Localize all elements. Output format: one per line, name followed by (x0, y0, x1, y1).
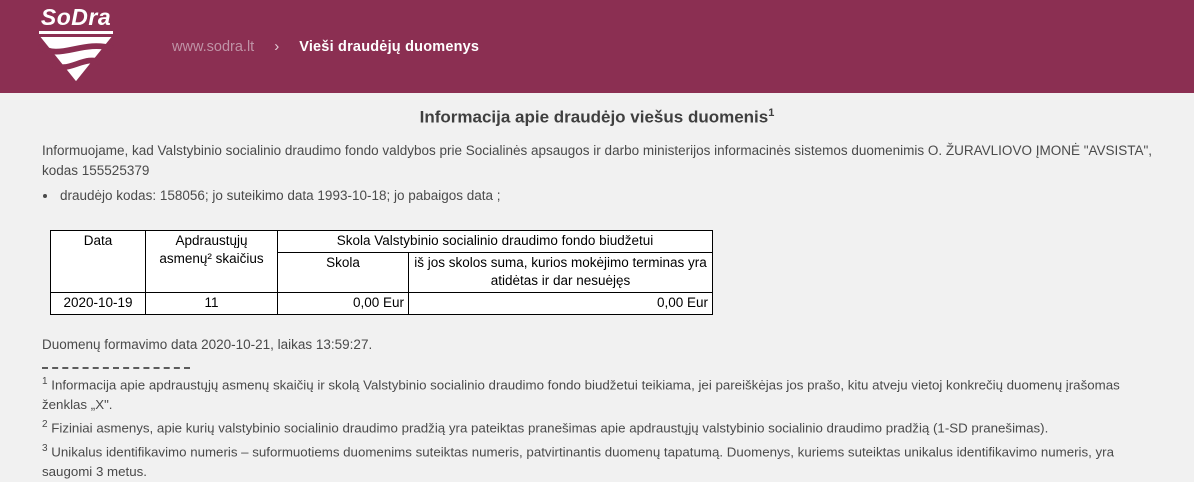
public-data-table: Data Apdraustųjų asmenų² skaičius Skola … (50, 229, 714, 315)
cell-date: 2020-10-19 (50, 291, 146, 315)
page-title: Informacija apie draudėjo viešus duomeni… (0, 107, 1194, 128)
col-header-deferred-debt: iš jos skolos suma, kurios mokėjimo term… (407, 251, 714, 293)
cell-deferred-debt: 0,00 Eur (407, 291, 714, 315)
footnote-3: 3 Unikalus identifikavimo numeris – sufo… (42, 439, 1164, 482)
cell-debt: 0,00 Eur (277, 291, 409, 315)
col-header-date: Data (50, 229, 146, 293)
footnote-1: 1 Informacija apie apdraustųjų asmenų sk… (42, 372, 1164, 415)
table-row: 2020-10-19 11 0,00 Eur 0,00 Eur (50, 291, 714, 315)
footnote-3-marker: 3 (42, 442, 48, 454)
sodra-logo[interactable]: SoDra (30, 5, 122, 88)
footnote-2: 2 Fiziniai asmenys, apie kurių valstybin… (42, 415, 1164, 438)
breadcrumb-current-page: Vieši draudėjų duomenys (299, 38, 480, 55)
cell-insured-count: 11 (145, 291, 278, 315)
breadcrumb: www.sodra.lt › Vieši draudėjų duomenys (172, 38, 479, 55)
footnote-2-text: Fiziniai asmenys, apie kurių valstybinio… (47, 420, 1049, 436)
insurer-code-item: draudėjo kodas: 158056; jo suteikimo dat… (58, 186, 1162, 206)
intro-paragraph: Informuojame, kad Valstybinio socialinio… (42, 142, 1153, 178)
breadcrumb-home-link[interactable]: www.sodra.lt (172, 38, 255, 55)
footnote-2-marker: 2 (42, 419, 48, 431)
formation-date-note: Duomenų formavimo data 2020-10-21, laika… (42, 336, 373, 352)
footnote-1-text: Informacija apie apdraustųjų asmenų skai… (42, 377, 1120, 413)
footnote-separator (42, 366, 190, 369)
col-header-debt-group: Skola Valstybinio socialinio draudimo fo… (276, 229, 714, 253)
site-header: SoDra www.sodra.lt › Vieši draudėjų duom… (0, 0, 1194, 93)
main-content: Informacija apie draudėjo viešus duomeni… (0, 107, 1194, 482)
insurer-details-list: draudėjo kodas: 158056; jo suteikimo dat… (42, 186, 1162, 206)
footnote-3-text: Unikalus identifikavimo numeris – suform… (42, 443, 1114, 479)
col-header-insured-count: Apdraustųjų asmenų² skaičius (145, 229, 278, 293)
breadcrumb-chevron-icon: › (274, 38, 280, 55)
footnotes: 1 Informacija apie apdraustųjų asmenų sk… (42, 372, 1164, 482)
sodra-triangle-icon (36, 36, 115, 88)
sodra-logo-text: SoDra (38, 5, 114, 34)
page-title-text: Informacija apie draudėjo viešus duomeni… (419, 107, 769, 127)
col-header-debt: Skola (277, 251, 409, 293)
page-title-footnote-ref: 1 (768, 107, 775, 119)
footnote-1-marker: 1 (42, 375, 48, 387)
